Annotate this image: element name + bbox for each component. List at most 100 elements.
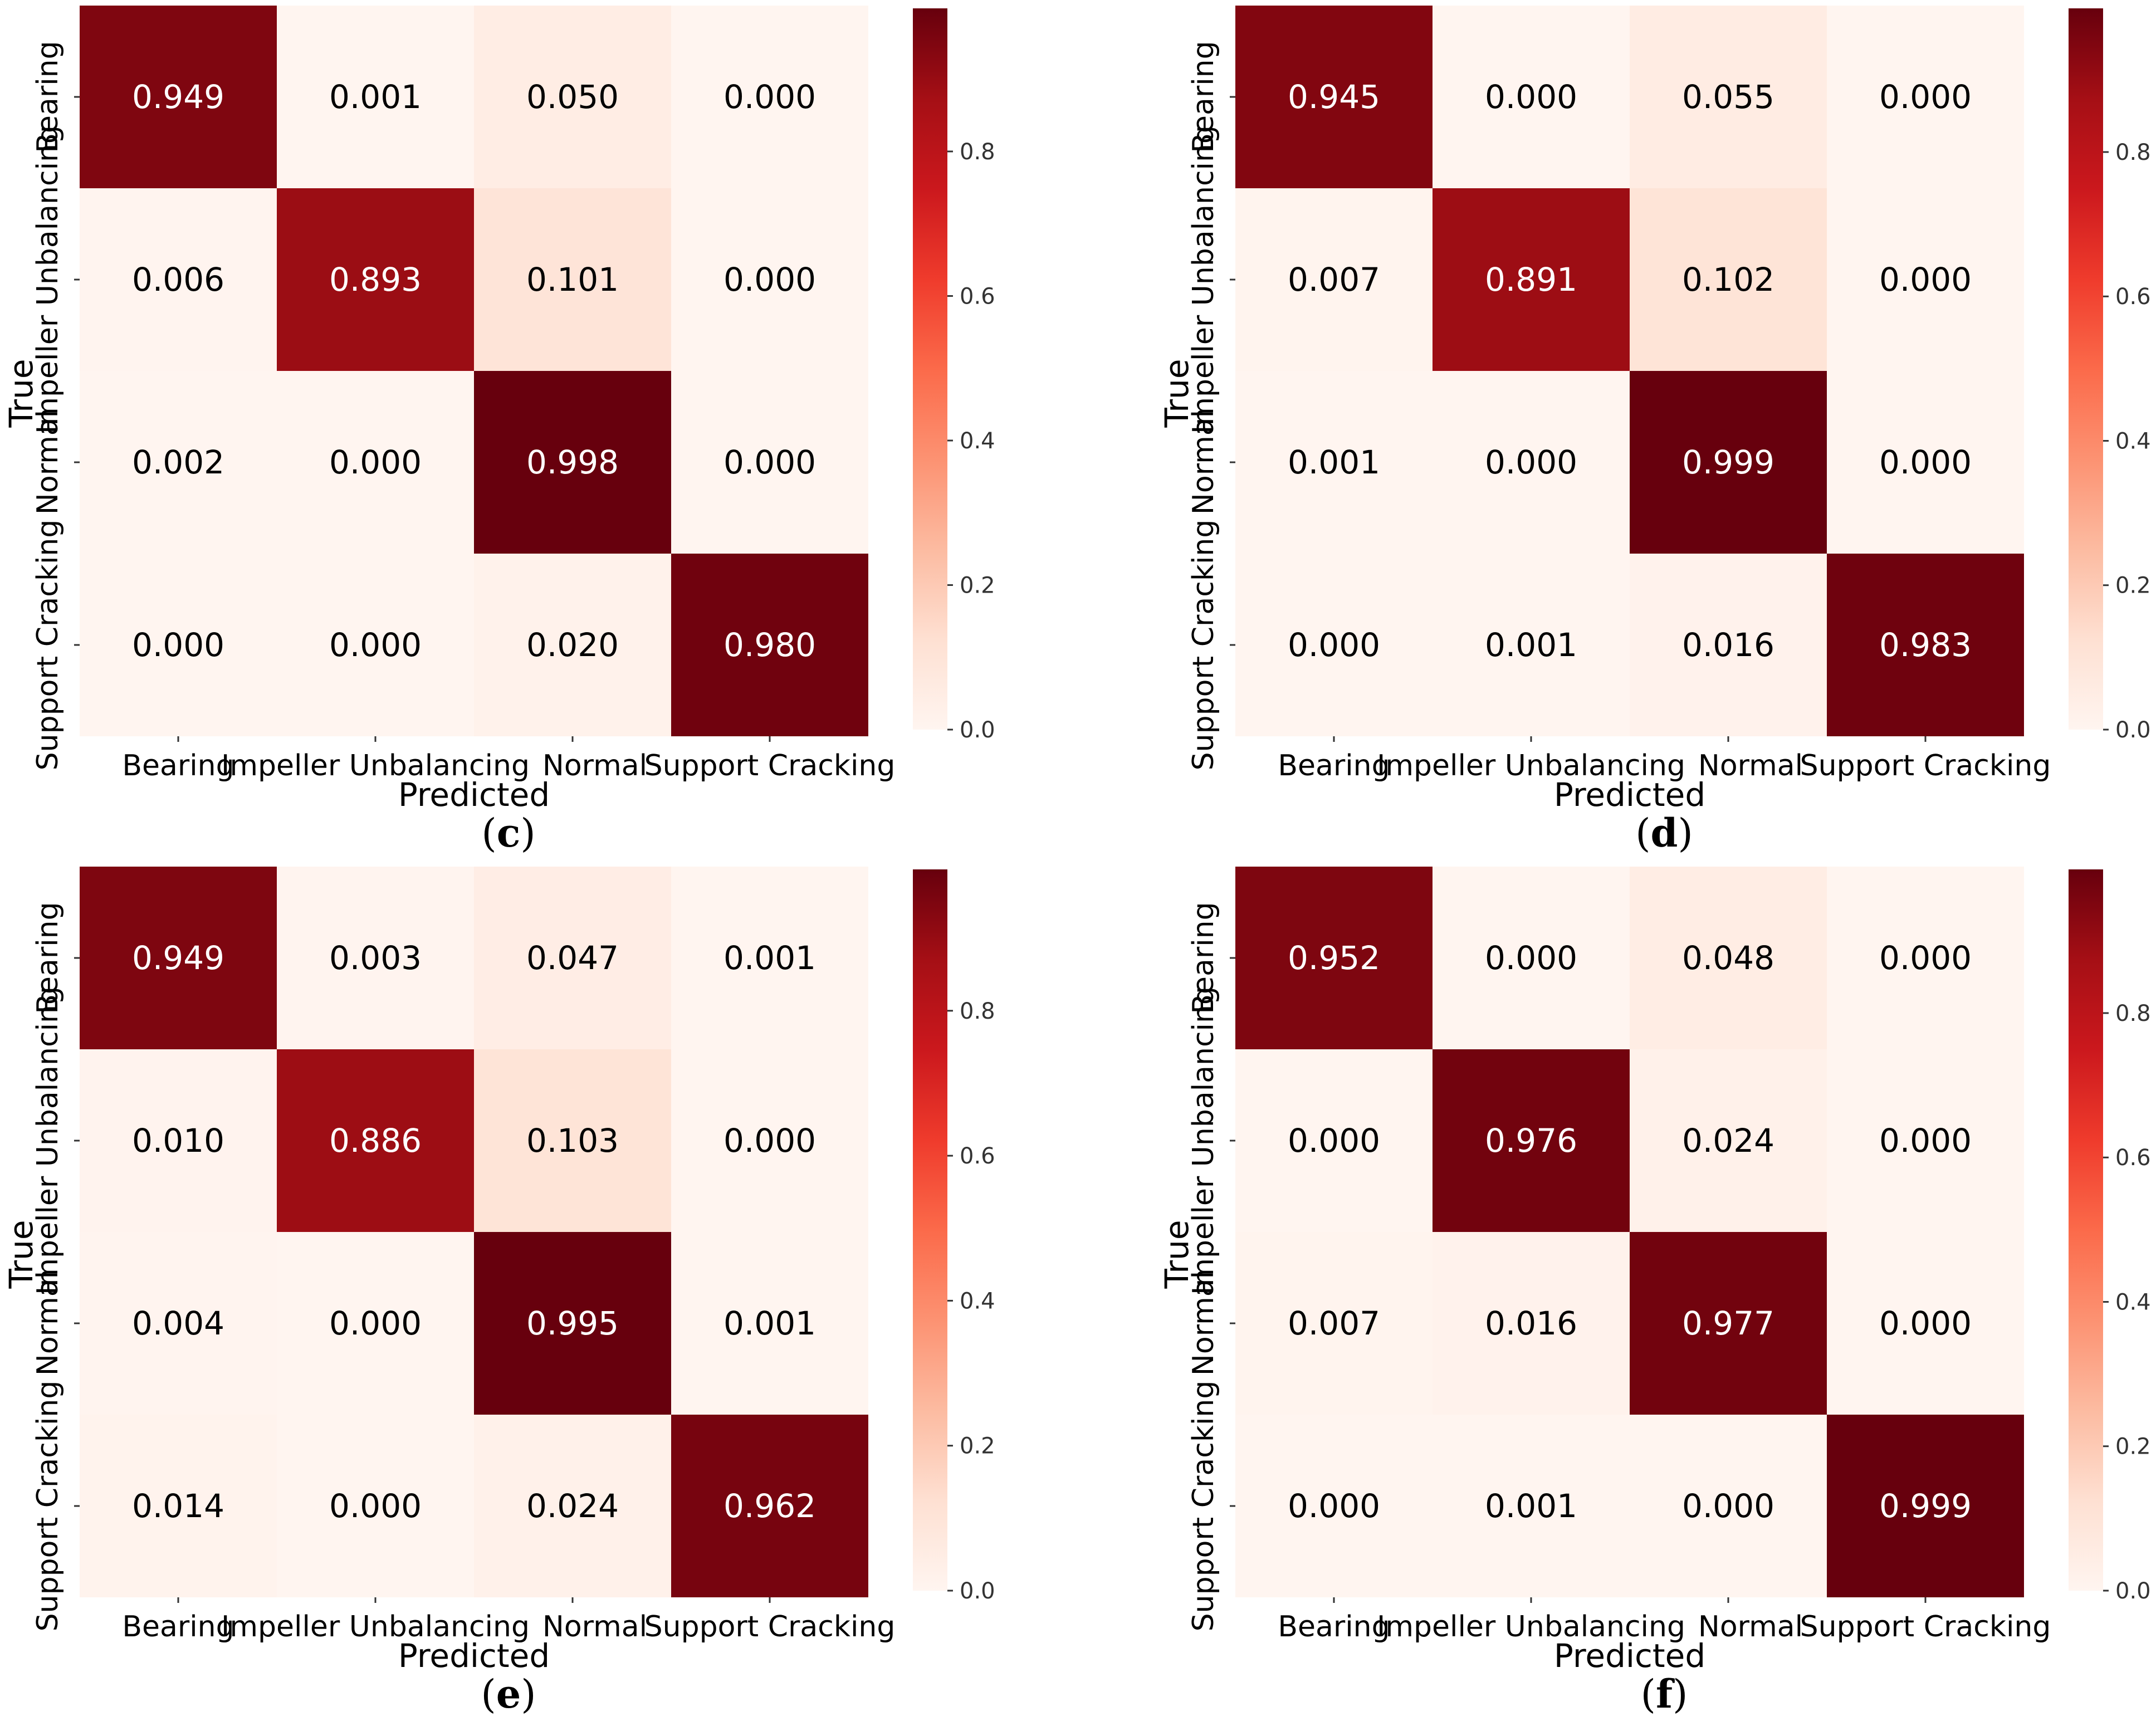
cell-value-label: 0.000 xyxy=(329,1304,422,1342)
heatmap-cell xyxy=(277,188,474,371)
cell-value-label: 0.001 xyxy=(1485,1487,1577,1525)
x-tick-label: Bearing xyxy=(122,1610,234,1644)
heatmap-cell xyxy=(1827,554,2024,736)
confusion-matrix-panel-c: 0.949 0.001 0.050 0.000 0.006 0.893 0.101 0.000… xyxy=(2,6,995,856)
colorbar-tick-label: 0.2 xyxy=(2115,573,2151,599)
heatmap-cell xyxy=(1433,371,1630,554)
colorbar-tick-label: 0.4 xyxy=(960,428,995,454)
cell-value-label: 0.002 xyxy=(132,443,224,481)
heatmap-cell xyxy=(277,554,474,736)
y-tick-label: Normal xyxy=(31,1271,65,1376)
cell-value-label: 0.000 xyxy=(723,443,816,481)
heatmap-cell xyxy=(1827,188,2024,371)
y-tick-label: Bearing xyxy=(31,902,65,1014)
panel-letter: e xyxy=(496,1671,521,1717)
heatmap-cell xyxy=(1433,1232,1630,1415)
colorbar-tick-label: 0.0 xyxy=(2115,717,2151,743)
y-tick-label: Impeller Unbalancing xyxy=(1187,125,1220,434)
y-axis-title: True xyxy=(2,359,40,428)
colorbar-tick-label: 0.6 xyxy=(960,283,995,309)
y-tick-label: Normal xyxy=(1187,410,1220,515)
cell-value-label: 0.891 xyxy=(1485,261,1577,299)
colorbar-tick-label: 0.2 xyxy=(960,573,995,598)
heatmap-cell xyxy=(1433,6,1630,188)
x-tick-label: Impeller Unbalancing xyxy=(1377,749,1685,783)
heatmap-cell xyxy=(277,1049,474,1232)
x-tick-label: Support Cracking xyxy=(644,1610,896,1644)
y-tick-label: Impeller Unbalancing xyxy=(31,986,65,1295)
heatmap-cell xyxy=(80,1415,277,1597)
heatmap-cell xyxy=(671,6,868,188)
cell-value-label: 0.001 xyxy=(1485,626,1577,664)
colorbar xyxy=(913,869,947,1591)
heatmap-cell xyxy=(1827,1232,2024,1415)
heatmap-cell xyxy=(1630,1415,1827,1597)
cell-value-label: 0.006 xyxy=(132,261,224,299)
colorbar-tick-label: 0.4 xyxy=(2115,428,2151,454)
heatmap-cell xyxy=(277,867,474,1049)
heatmap-cell xyxy=(80,1232,277,1415)
heatmap-cell xyxy=(80,867,277,1049)
cell-value-label: 0.000 xyxy=(329,1487,422,1525)
heatmap-cell xyxy=(1827,371,2024,554)
cell-value-label: 0.103 xyxy=(526,1122,619,1160)
cell-value-label: 0.004 xyxy=(132,1304,224,1342)
x-tick-label: Support Cracking xyxy=(644,749,896,783)
cell-value-label: 0.000 xyxy=(1879,939,1972,977)
heatmap-cell xyxy=(671,1232,868,1415)
cell-value-label: 0.055 xyxy=(1682,78,1774,116)
cell-value-label: 0.945 xyxy=(1288,78,1380,116)
cell-value-label: 0.000 xyxy=(1879,261,1972,299)
y-tick-label: Bearing xyxy=(1187,902,1220,1014)
cell-value-label: 0.102 xyxy=(1682,261,1774,299)
cell-value-label: 0.999 xyxy=(1682,443,1774,481)
x-tick-label: Bearing xyxy=(122,749,234,783)
y-tick-label: Impeller Unbalancing xyxy=(31,125,65,434)
x-tick-label: Impeller Unbalancing xyxy=(1377,1610,1685,1644)
cell-value-label: 0.886 xyxy=(329,1122,422,1160)
colorbar xyxy=(2069,8,2103,730)
cell-value-label: 0.050 xyxy=(526,78,619,116)
heatmap-cell xyxy=(1827,867,2024,1049)
cell-value-label: 0.014 xyxy=(132,1487,224,1525)
panel-caption: (f) xyxy=(1641,1671,1688,1717)
heatmap-cell xyxy=(80,188,277,371)
heatmap-cell xyxy=(474,554,671,736)
cell-value-label: 0.024 xyxy=(526,1487,619,1525)
heatmap-cell xyxy=(80,6,277,188)
cell-value-label: 0.000 xyxy=(723,261,816,299)
cell-value-label: 0.048 xyxy=(1682,939,1774,977)
colorbar-tick-label: 0.6 xyxy=(2115,284,2151,310)
x-axis-title: Predicted xyxy=(398,776,550,814)
heatmap-cell xyxy=(1630,371,1827,554)
cell-value-label: 0.020 xyxy=(526,626,619,664)
colorbar xyxy=(2069,869,2103,1591)
y-tick-label: Support Cracking xyxy=(31,1381,65,1632)
cell-value-label: 0.000 xyxy=(1485,939,1577,977)
heatmap-cell xyxy=(1235,1232,1433,1415)
cell-value-label: 0.001 xyxy=(723,939,816,977)
heatmap-cell xyxy=(1630,554,1827,736)
colorbar-tick-label: 0.4 xyxy=(960,1288,995,1314)
panel-caption: (e) xyxy=(481,1671,536,1717)
cell-value-label: 0.016 xyxy=(1485,1304,1577,1342)
cell-value-label: 0.977 xyxy=(1682,1304,1774,1342)
cell-value-label: 0.001 xyxy=(329,78,422,116)
cell-value-label: 0.000 xyxy=(723,1122,816,1160)
colorbar-tick-label: 0.2 xyxy=(960,1434,995,1459)
heatmap-cell xyxy=(474,188,671,371)
cell-value-label: 0.983 xyxy=(1879,626,1972,664)
cell-value-label: 0.000 xyxy=(132,626,224,664)
cell-value-label: 0.000 xyxy=(329,626,422,664)
heatmap-cell xyxy=(1827,6,2024,188)
cell-value-label: 0.000 xyxy=(1879,443,1972,481)
cell-value-label: 0.007 xyxy=(1288,261,1380,299)
x-tick-label: Normal xyxy=(1698,749,1803,783)
cell-value-label: 0.949 xyxy=(132,939,224,977)
heatmap-cell xyxy=(474,6,671,188)
heatmap-cell xyxy=(1630,1049,1827,1232)
heatmap-cell xyxy=(1433,1415,1630,1597)
y-axis-title: True xyxy=(1158,359,1196,428)
heatmap-cell xyxy=(1630,1232,1827,1415)
